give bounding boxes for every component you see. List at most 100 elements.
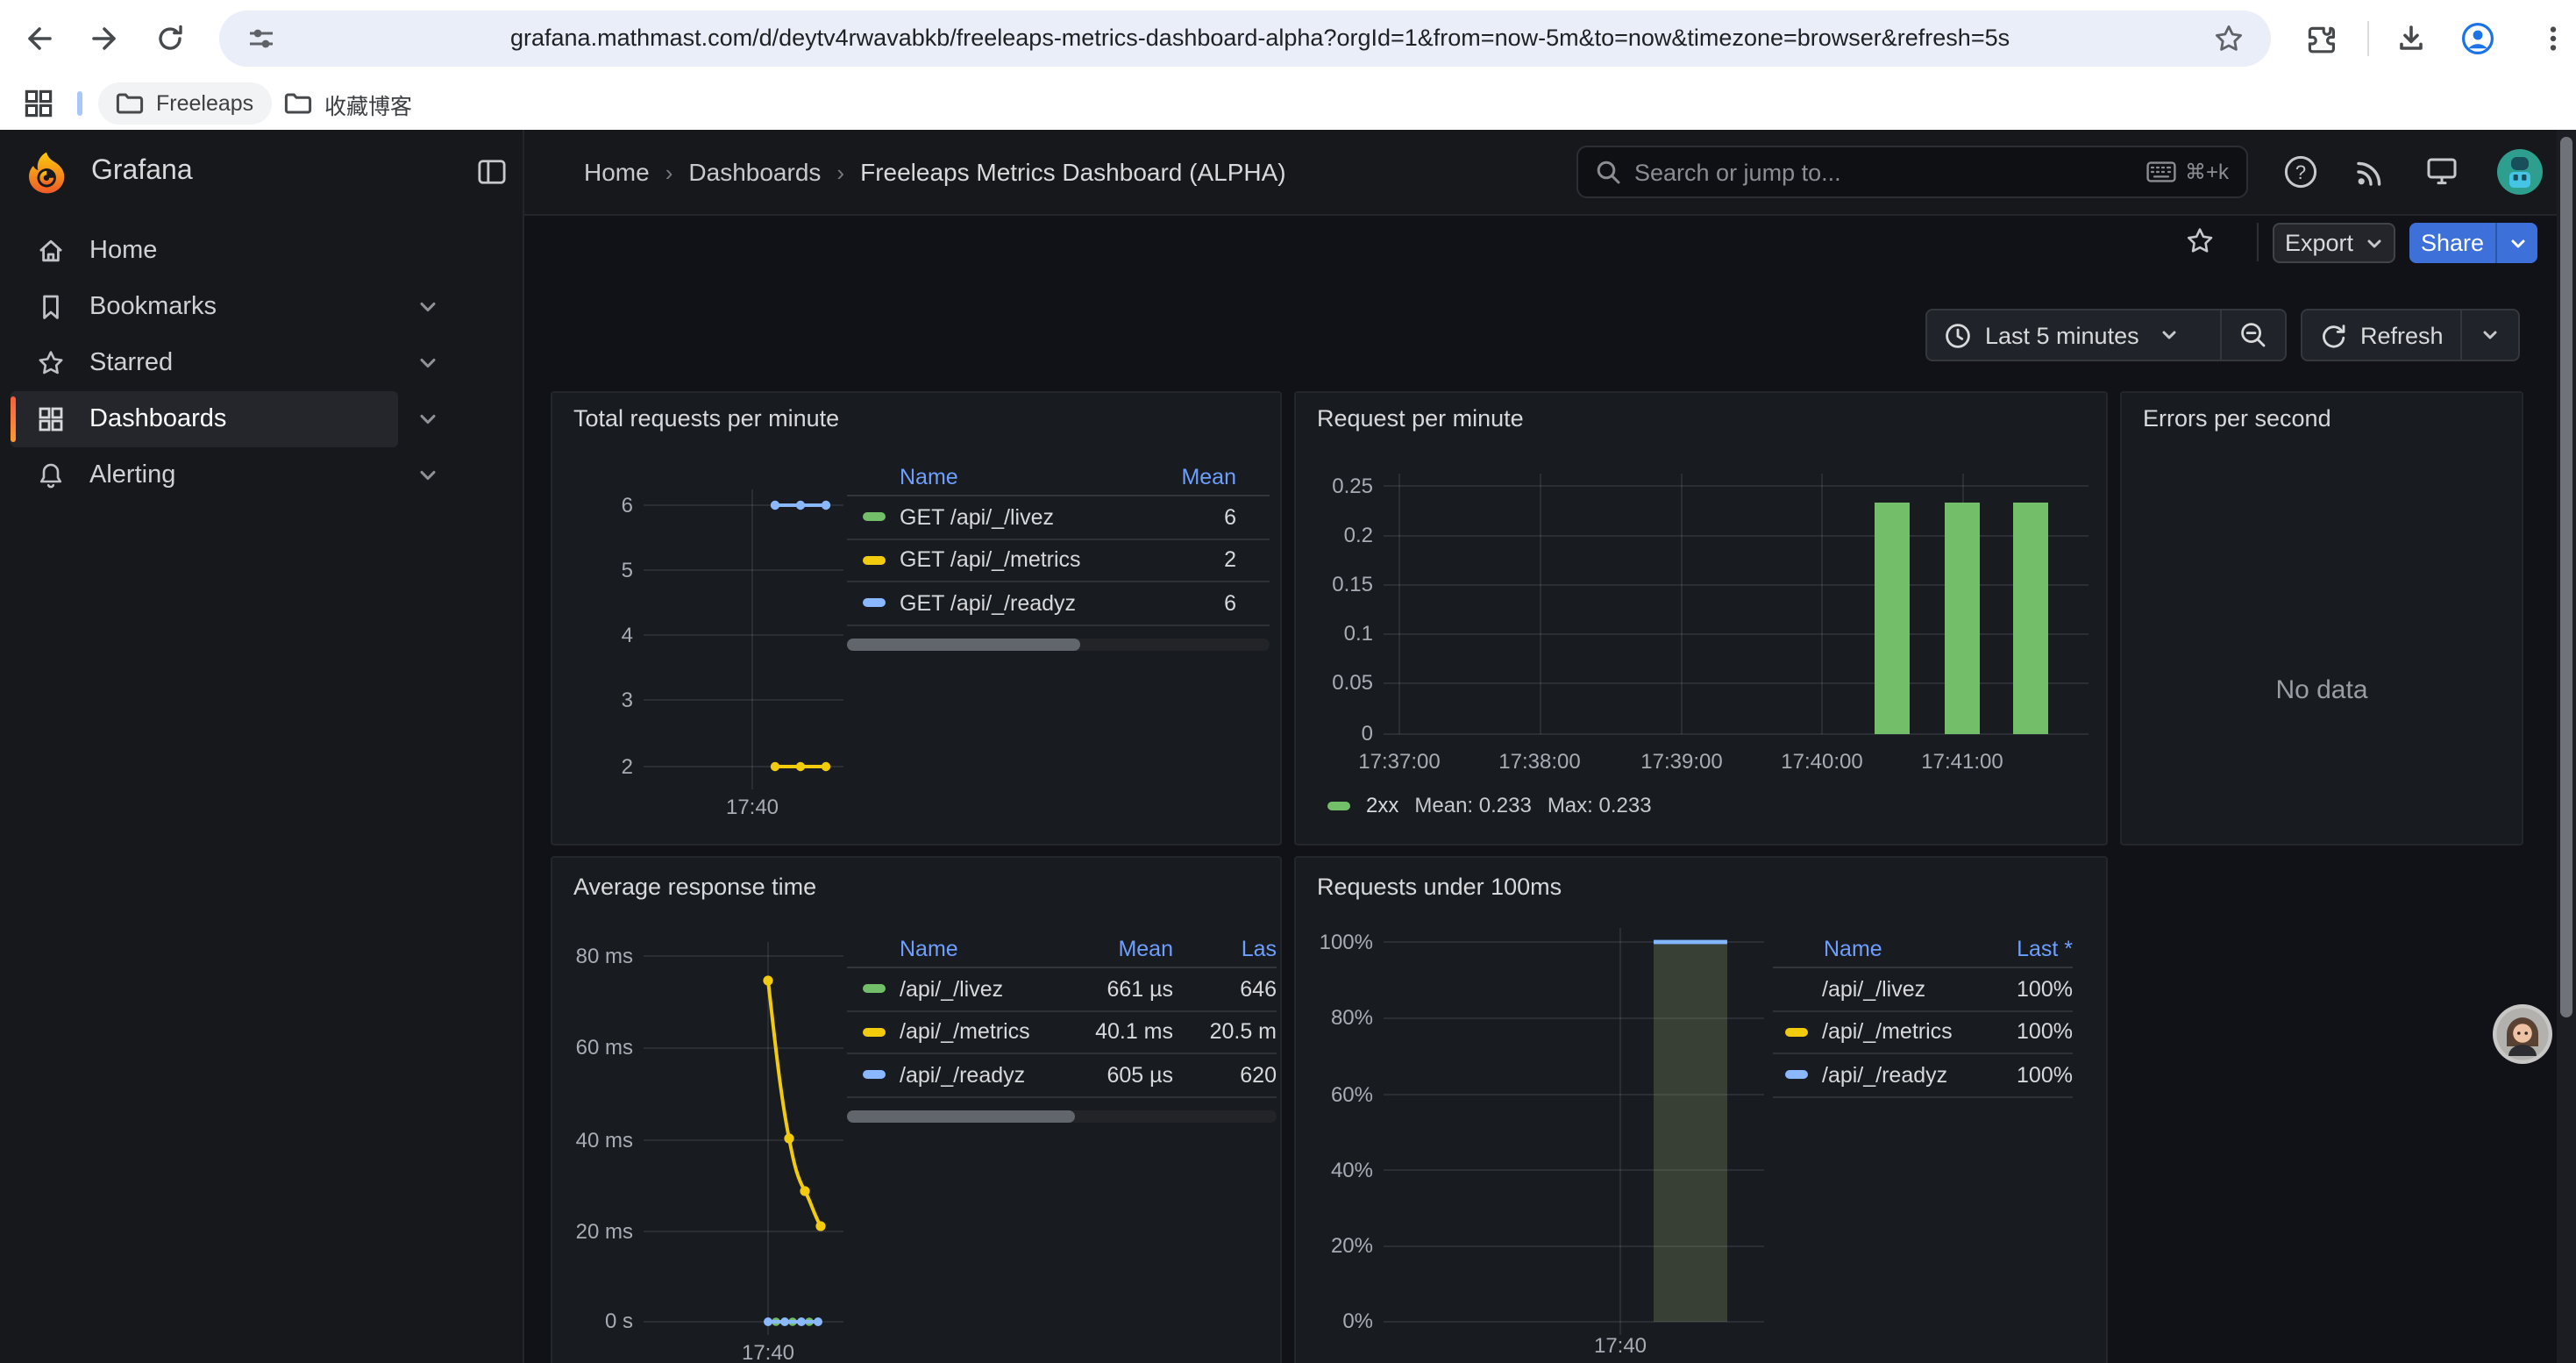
grafana-logo[interactable] — [26, 151, 67, 195]
column-header-mean[interactable]: Mean — [1131, 465, 1236, 489]
panel-title[interactable]: Errors per second — [2143, 405, 2331, 432]
sidebar-item-starred[interactable]: Starred — [11, 335, 398, 391]
search-shortcut: ⌘+k — [2146, 160, 2229, 184]
legend-row[interactable]: /api/_/metrics 100% — [1773, 1011, 2073, 1054]
column-header-name[interactable]: Name — [1824, 937, 1985, 961]
forward-icon[interactable] — [89, 23, 121, 54]
legend-table-header: Name Mean — [847, 460, 1270, 496]
page-scrollbar[interactable] — [2557, 130, 2576, 1363]
series-last: 620 — [1173, 1063, 1277, 1088]
legend-row[interactable]: GET /api/_/readyz 6 — [847, 582, 1270, 625]
series-name[interactable]: /api/_/metrics — [1822, 1020, 1985, 1045]
series-name[interactable]: GET /api/_/metrics — [900, 548, 1131, 573]
series-mean: 2 — [1131, 548, 1236, 573]
refresh-interval-button[interactable] — [2462, 310, 2518, 360]
chevron-down-icon[interactable] — [417, 296, 438, 318]
share-button[interactable]: Share — [2409, 223, 2495, 263]
monitor-icon[interactable] — [2425, 154, 2459, 188]
menu-kebab-icon[interactable] — [2537, 23, 2569, 54]
breadcrumb-dashboards[interactable]: Dashboards — [688, 158, 821, 186]
column-header-last[interactable]: Last * — [1985, 937, 2073, 961]
bookmark-star-icon[interactable] — [2213, 23, 2245, 54]
column-header-last[interactable]: Las — [1173, 937, 1277, 961]
legend-table: Name Mean GET /api/_/livez 6 GET /api/_/… — [847, 460, 1270, 650]
y-tick-label: 0.05 — [1303, 672, 1373, 695]
y-tick-label: 0.25 — [1303, 475, 1373, 498]
legend-row[interactable]: /api/_/readyz 100% — [1773, 1054, 2073, 1097]
column-header-name[interactable]: Name — [900, 937, 1050, 961]
series-name[interactable]: /api/_/livez — [1822, 977, 1985, 1002]
share-button-group: Share — [2409, 223, 2537, 263]
sidebar-item-bookmarks[interactable]: Bookmarks — [11, 279, 398, 335]
apps-grid-icon[interactable] — [25, 89, 53, 118]
refresh-button[interactable]: Refresh — [2302, 310, 2461, 360]
panel-average-response-time: Average response time 80 ms 60 ms 40 ms … — [551, 856, 1282, 1363]
x-tick-label: 17:41:00 — [1910, 751, 2015, 774]
column-header-mean[interactable]: Mean — [1050, 937, 1173, 961]
profile-icon[interactable] — [2460, 21, 2495, 56]
table-scrollbar[interactable] — [847, 1110, 1277, 1122]
breadcrumb-separator: › — [665, 159, 673, 185]
bookmark-label: Freeleaps — [156, 91, 253, 116]
y-tick-label: 20 ms — [563, 1221, 633, 1244]
scrollbar-thumb[interactable] — [2560, 137, 2572, 1017]
chevron-down-icon — [2366, 234, 2383, 252]
download-icon[interactable] — [2395, 23, 2427, 54]
series-name[interactable]: /api/_/livez — [900, 977, 1050, 1002]
zoom-out-button[interactable] — [2222, 310, 2285, 360]
export-button[interactable]: Export — [2273, 223, 2395, 263]
series-last: 646 — [1173, 977, 1277, 1002]
address-bar[interactable]: grafana.mathmast.com/d/deytv4rwavabkb/fr… — [219, 11, 2271, 67]
legend-row[interactable]: /api/_/livez 661 µs 646 — [847, 968, 1277, 1011]
sidebar-item-home[interactable]: Home — [11, 223, 398, 279]
favorite-star-icon[interactable] — [2185, 226, 2215, 256]
help-icon[interactable]: ? — [2283, 154, 2318, 189]
sidebar-toggle-icon[interactable] — [477, 158, 507, 186]
series-last: 20.5 m — [1173, 1020, 1277, 1045]
y-tick-label: 0.15 — [1303, 574, 1373, 596]
user-avatar[interactable] — [2497, 149, 2543, 195]
chevron-down-icon[interactable] — [417, 465, 438, 486]
news-rss-icon[interactable] — [2355, 156, 2387, 188]
time-range-label: Last 5 minutes — [1985, 322, 2139, 348]
chevron-down-icon[interactable] — [417, 353, 438, 374]
series-name[interactable]: /api/_/readyz — [900, 1063, 1050, 1088]
bookmark-folder-blogs[interactable]: 收藏博客 — [267, 82, 430, 125]
share-dropdown-button[interactable] — [2497, 223, 2537, 263]
table-scrollbar[interactable] — [847, 638, 1270, 650]
extensions-icon[interactable] — [2304, 23, 2336, 54]
back-icon[interactable] — [23, 23, 54, 54]
series-color-swatch — [863, 985, 886, 994]
column-header-name[interactable]: Name — [900, 465, 1131, 489]
series-color-swatch — [1327, 801, 1350, 810]
time-range-picker[interactable]: Last 5 minutes — [1927, 310, 2220, 360]
y-tick-label: 100% — [1306, 931, 1373, 954]
legend-row[interactable]: /api/_/metrics 40.1 ms 20.5 m — [847, 1011, 1277, 1054]
series-mean: 6 — [1131, 505, 1236, 530]
refresh-icon — [2320, 322, 2346, 348]
bookmark-folder-freeleaps[interactable]: Freeleaps — [98, 82, 271, 125]
chart-legend[interactable]: 2xx Mean: 0.233 Max: 0.233 — [1327, 793, 1652, 817]
legend-row[interactable]: /api/_/livez 100% — [1773, 968, 2073, 1011]
series-name[interactable]: GET /api/_/readyz — [900, 591, 1131, 616]
search-input[interactable]: Search or jump to... ⌘+k — [1576, 146, 2248, 198]
series-name[interactable]: /api/_/metrics — [900, 1020, 1050, 1045]
site-settings-icon[interactable] — [246, 23, 277, 54]
series-name[interactable]: GET /api/_/livez — [900, 505, 1131, 530]
screen: grafana.mathmast.com/d/deytv4rwavabkb/fr… — [0, 0, 2576, 1363]
legend-series-name[interactable]: 2xx — [1366, 793, 1398, 817]
legend-row[interactable]: GET /api/_/metrics 2 — [847, 539, 1270, 582]
chevron-down-icon[interactable] — [417, 409, 438, 430]
panel-errors-per-second: Errors per second No data — [2120, 391, 2523, 846]
reload-icon[interactable] — [154, 23, 186, 54]
legend-row[interactable]: /api/_/readyz 605 µs 620 — [847, 1054, 1277, 1097]
breadcrumb-home[interactable]: Home — [584, 158, 650, 186]
sidebar-item-alerting[interactable]: Alerting — [11, 447, 398, 503]
legend-row[interactable]: GET /api/_/livez 6 — [847, 496, 1270, 539]
floating-assistant-avatar[interactable] — [2492, 1003, 2553, 1065]
url-text[interactable]: grafana.mathmast.com/d/deytv4rwavabkb/fr… — [510, 11, 2404, 67]
y-tick-label: 0% — [1306, 1310, 1373, 1333]
x-tick-label: 17:38:00 — [1487, 751, 1592, 774]
sidebar-item-dashboards[interactable]: Dashboards — [11, 391, 398, 447]
series-name[interactable]: /api/_/readyz — [1822, 1063, 1985, 1088]
